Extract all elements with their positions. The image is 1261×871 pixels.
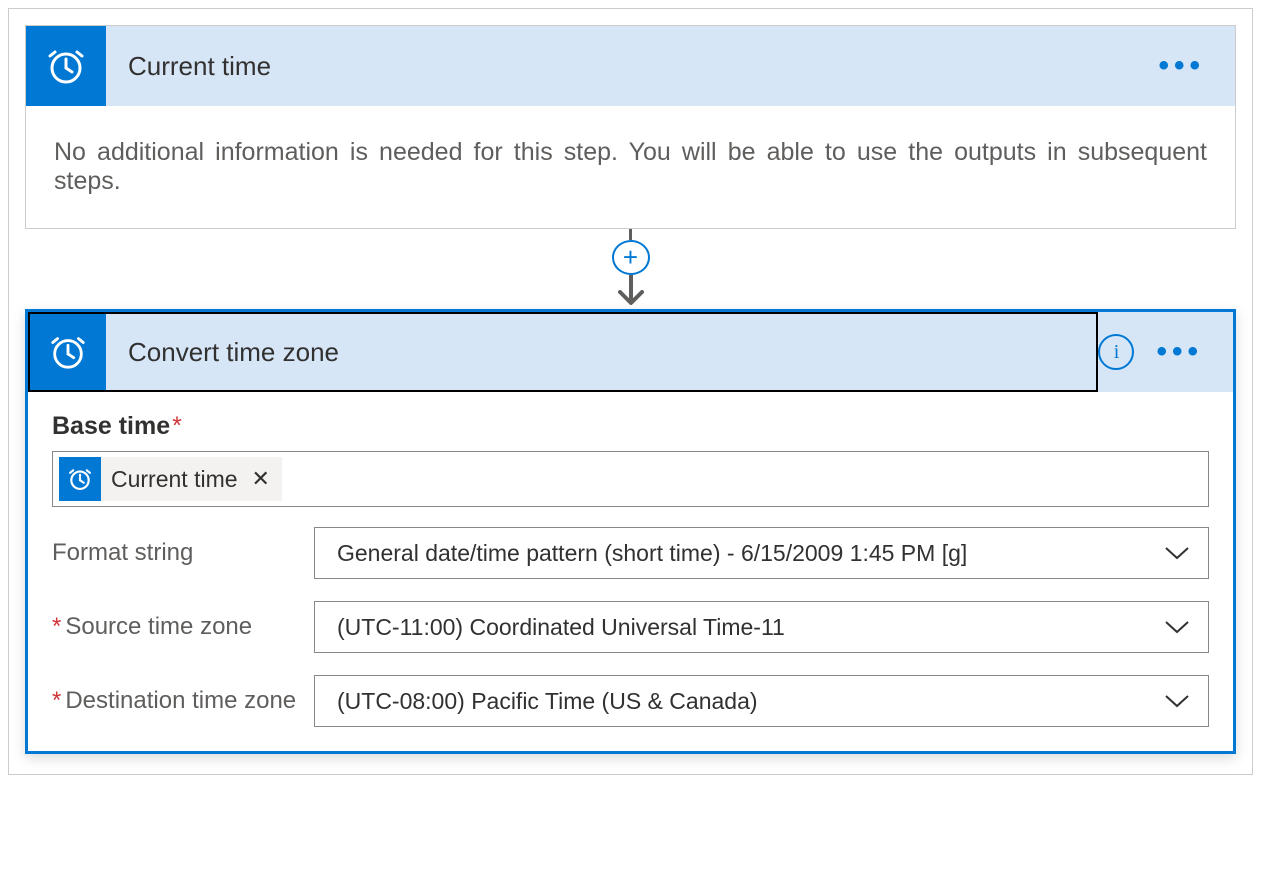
format-string-label: Format string (52, 539, 314, 567)
source-tz-row: *Source time zone (UTC-11:00) Coordinate… (52, 601, 1209, 653)
format-string-select[interactable]: General date/time pattern (short time) -… (314, 527, 1209, 579)
step-current-time: Current time ••• No additional informati… (25, 25, 1236, 229)
chevron-down-icon (1164, 693, 1190, 709)
clock-icon (59, 457, 101, 501)
dest-tz-label: *Destination time zone (52, 687, 314, 715)
step-convert-time-zone: Convert time zone i ••• Base time* (25, 309, 1236, 754)
select-value: (UTC-08:00) Pacific Time (US & Canada) (337, 688, 758, 715)
clock-icon (26, 26, 106, 106)
dynamic-token: Current time ✕ (59, 457, 282, 501)
source-tz-select[interactable]: (UTC-11:00) Coordinated Universal Time-1… (314, 601, 1209, 653)
chevron-down-icon (1164, 619, 1190, 635)
source-tz-label: *Source time zone (52, 613, 314, 641)
clock-icon (30, 314, 106, 390)
step-connector: + (25, 229, 1236, 309)
more-icon[interactable]: ••• (1158, 61, 1205, 71)
dest-tz-select[interactable]: (UTC-08:00) Pacific Time (US & Canada) (314, 675, 1209, 727)
step-title: Current time (128, 51, 1158, 82)
format-string-row: Format string General date/time pattern … (52, 527, 1209, 579)
base-time-label: Base time* (52, 412, 1209, 441)
more-icon[interactable]: ••• (1156, 347, 1203, 357)
dest-tz-row: *Destination time zone (UTC-08:00) Pacif… (52, 675, 1209, 727)
step-body-text: No additional information is needed for … (26, 106, 1235, 228)
remove-token-icon[interactable]: ✕ (248, 466, 282, 492)
token-label: Current time (101, 466, 248, 493)
select-value: General date/time pattern (short time) -… (337, 540, 967, 567)
chevron-down-icon (1164, 545, 1190, 561)
base-time-input[interactable]: Current time ✕ (52, 451, 1209, 507)
add-step-button[interactable]: + (612, 240, 650, 275)
step-header[interactable]: Convert time zone i ••• (28, 312, 1233, 392)
arrow-down-icon (614, 275, 648, 309)
select-value: (UTC-11:00) Coordinated Universal Time-1… (337, 614, 785, 641)
step-title: Convert time zone (128, 337, 1096, 368)
step-header[interactable]: Current time ••• (26, 26, 1235, 106)
workflow-canvas: Current time ••• No additional informati… (8, 8, 1253, 775)
info-icon[interactable]: i (1098, 334, 1134, 370)
